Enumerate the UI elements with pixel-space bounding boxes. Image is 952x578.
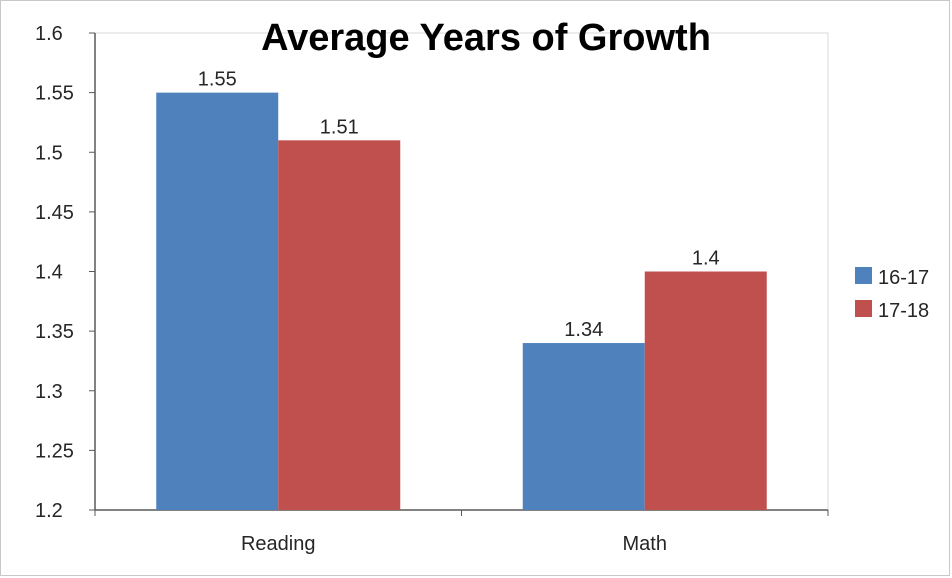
y-tick-label: 1.55 bbox=[35, 83, 74, 105]
legend: 16-17 17-18 bbox=[855, 267, 929, 322]
x-category-label: Reading bbox=[241, 533, 316, 555]
data-label: 1.55 bbox=[198, 69, 237, 91]
bar-17-18-reading bbox=[278, 140, 401, 510]
y-tick-label: 1.45 bbox=[35, 202, 74, 224]
y-tick-label: 1.3 bbox=[35, 381, 63, 403]
y-tick-label: 1.5 bbox=[35, 142, 63, 164]
bar-16-17-reading bbox=[156, 92, 279, 510]
x-axis-categories: Reading Math bbox=[94, 510, 829, 555]
data-label: 1.51 bbox=[320, 116, 359, 138]
legend-label: 17-18 bbox=[878, 300, 929, 322]
legend-label: 16-17 bbox=[878, 267, 929, 289]
y-tick-label: 1.35 bbox=[35, 321, 74, 343]
x-category-label: Math bbox=[623, 533, 667, 555]
data-label: 1.4 bbox=[692, 248, 720, 270]
data-label: 1.34 bbox=[564, 319, 603, 341]
y-axis-ticks: 1.2 1.25 1.3 1.35 1.4 1.45 1.5 1.55 1.6 bbox=[35, 23, 95, 522]
y-tick-label: 1.2 bbox=[35, 500, 63, 522]
y-tick-label: 1.4 bbox=[35, 262, 63, 284]
data-labels: 1.55 1.51 1.34 1.4 bbox=[198, 69, 720, 341]
bar-17-18-math bbox=[644, 271, 767, 510]
bar-16-17-math bbox=[522, 343, 645, 510]
legend-swatch bbox=[855, 300, 872, 317]
y-tick-label: 1.25 bbox=[35, 440, 74, 462]
chart-title: Average Years of Growth bbox=[261, 17, 711, 59]
bars bbox=[156, 92, 767, 510]
y-tick-label: 1.6 bbox=[35, 23, 63, 45]
legend-swatch bbox=[855, 267, 872, 284]
